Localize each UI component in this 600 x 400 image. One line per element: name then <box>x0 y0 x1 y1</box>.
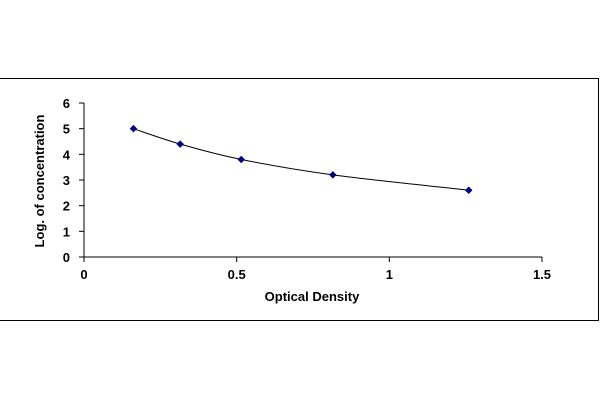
data-point-marker <box>328 171 337 179</box>
chart-plot: 0 1 2 3 4 5 6 0 0.5 1 1.5 Optical Density Log. of… <box>32 96 551 304</box>
data-point-marker <box>237 155 246 164</box>
y-axis-title: Log. of concentration <box>32 115 47 248</box>
y-tick-label: 1 <box>63 224 70 239</box>
chart-frame: 0 1 2 3 4 5 6 0 0.5 1 1.5 Optical Density Log. of… <box>0 78 599 321</box>
x-tick-label: 0 <box>80 267 87 282</box>
x-tick-label: 1.5 <box>533 267 551 282</box>
data-marker-layer <box>129 124 473 195</box>
y-tick-label: 4 <box>63 147 71 162</box>
trend-curve-layer <box>133 128 469 191</box>
y-tick-label: 2 <box>63 199 70 214</box>
y-tick-label: 5 <box>63 122 70 137</box>
y-tick-label: 0 <box>63 250 70 265</box>
y-tick-label: 6 <box>63 96 70 111</box>
x-axis: 0 0.5 1 1.5 <box>80 256 551 282</box>
data-point-marker <box>464 186 473 195</box>
y-tick-label: 3 <box>63 173 70 188</box>
x-tick-label: 0.5 <box>228 267 246 282</box>
data-point-marker <box>129 124 138 133</box>
data-point-marker <box>176 140 185 148</box>
x-tick-label: 1 <box>386 267 393 282</box>
y-axis: 0 1 2 3 4 5 6 <box>63 96 85 265</box>
x-axis-title: Optical Density <box>265 289 360 304</box>
trend-curve <box>133 128 469 191</box>
